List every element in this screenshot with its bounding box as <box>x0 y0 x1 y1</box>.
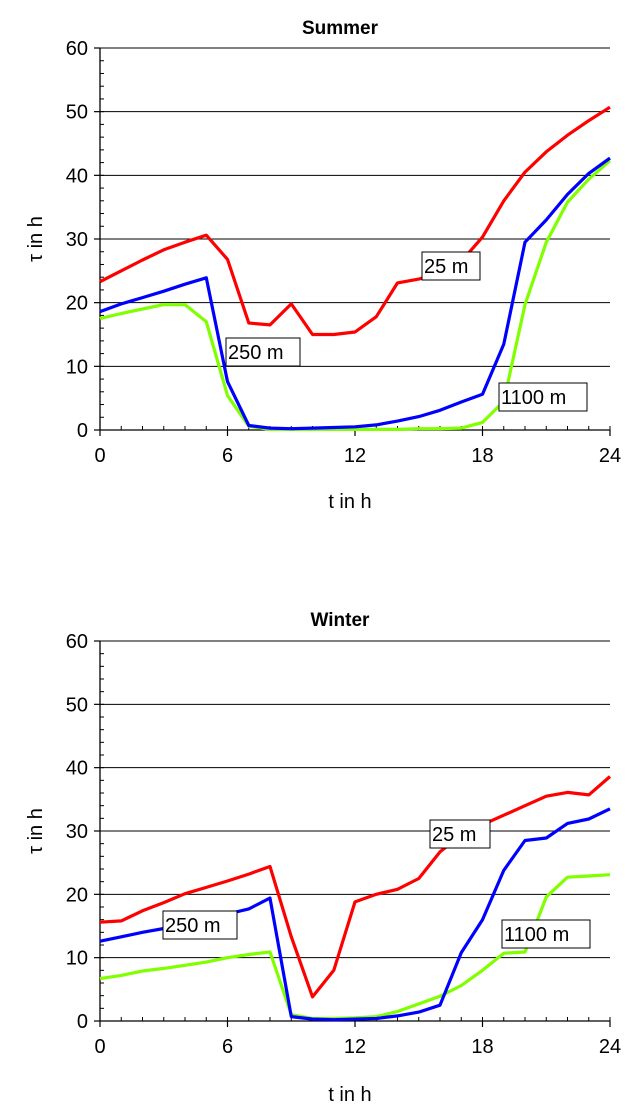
series-line-25-m <box>99 775 612 999</box>
series-label-text: 25 m <box>432 824 476 846</box>
y-tick-label: 20 <box>66 884 88 906</box>
series-line-250-m <box>99 156 611 431</box>
x-tick-label: 24 <box>599 445 621 467</box>
series-line-25-m <box>99 105 611 337</box>
x-tick-label: 12 <box>344 1036 366 1058</box>
series-label-text: 25 m <box>424 256 468 278</box>
series-label-25-m: 25 m <box>421 251 481 281</box>
series-label-box <box>421 251 481 281</box>
y-tick-label: 0 <box>77 420 88 442</box>
series-label-25-m: 25 m <box>429 819 491 849</box>
y-tick-label: 0 <box>77 1011 88 1033</box>
x-tick-label: 6 <box>222 1036 233 1058</box>
x-axis-label: t in h <box>328 1084 371 1106</box>
series-line-1100-m <box>99 159 612 431</box>
x-tick-label: 24 <box>599 1036 621 1058</box>
series-label-box <box>162 910 238 940</box>
y-tick-label: 10 <box>66 948 88 970</box>
y-tick-label: 20 <box>66 293 88 315</box>
x-axis-label: t in h <box>328 491 371 513</box>
chart-panel-winter: 0 10 20 30 40 50 60 0 6 12 18 24 Winter t in h τ in h 2… <box>25 610 621 1106</box>
series-label-text: 250 m <box>165 915 221 937</box>
series-label-box <box>498 382 588 412</box>
series-label-box <box>501 919 591 949</box>
series-label-1100-m: 1100 m <box>501 919 591 949</box>
y-axis-label: τ in h <box>25 808 47 854</box>
chart-title: Winter <box>311 610 371 631</box>
series-label-1100-m: 1100 m <box>498 382 588 412</box>
y-tick-label: 40 <box>66 165 88 187</box>
x-tick-label: 6 <box>222 445 233 467</box>
y-tick-label: 30 <box>66 821 88 843</box>
y-axis-label: τ in h <box>25 216 47 262</box>
chart-panel-summer: 0 10 20 30 40 50 60 0 6 12 18 24 Summer t in h τ in h 2… <box>25 18 621 513</box>
y-tick-label: 50 <box>66 102 88 124</box>
x-tick-label: 0 <box>94 1036 105 1058</box>
y-tick-label: 50 <box>66 694 88 716</box>
y-tick-label: 10 <box>66 356 88 378</box>
series-label-box <box>429 819 491 849</box>
y-tick-label: 60 <box>66 38 88 60</box>
y-tick-label: 30 <box>66 229 88 251</box>
series-label-text: 250 m <box>228 342 284 364</box>
series-label-text: 1100 m <box>504 924 569 946</box>
y-tick-label: 60 <box>66 631 88 653</box>
x-tick-label: 12 <box>344 445 366 467</box>
y-tick-label: 40 <box>66 758 88 780</box>
x-tick-label: 0 <box>94 445 105 467</box>
x-tick-label: 18 <box>471 1036 493 1058</box>
series-label-text: 1100 m <box>501 387 566 409</box>
chart-title: Summer <box>302 18 379 39</box>
series-label-250-m: 250 m <box>225 337 301 367</box>
series-label-250-m: 250 m <box>162 910 238 940</box>
series-label-box <box>225 337 301 367</box>
x-tick-label: 18 <box>471 445 493 467</box>
